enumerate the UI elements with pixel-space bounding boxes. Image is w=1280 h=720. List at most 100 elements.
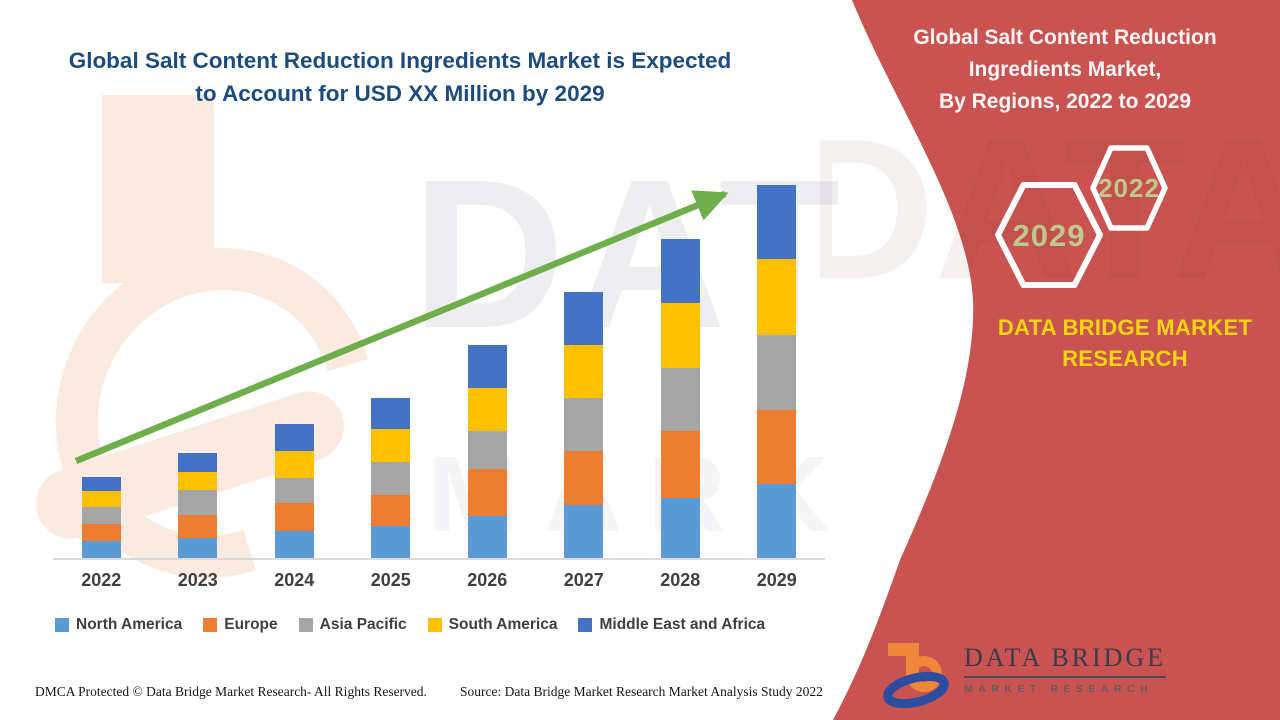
right-panel: DATA BRIDGE Global Salt Content Reductio… xyxy=(820,0,1280,720)
legend-label: Asia Pacific xyxy=(319,616,407,633)
legend-label: Middle East and Africa xyxy=(599,616,766,633)
hexagon-2022 xyxy=(1090,145,1168,231)
legend-label: South America xyxy=(448,616,558,633)
brand-text: DATA BRIDGE MARKET RESEARCH xyxy=(915,312,1280,374)
bar-segment-2029-middle-east-and-africa xyxy=(757,185,797,259)
brand-text-line1: DATA BRIDGE MARKET xyxy=(997,315,1253,340)
company-logo: DATA BRIDGE MARKET RESEARCH xyxy=(882,638,1167,712)
panel-title-line1: Global Salt Content Reduction xyxy=(913,26,1217,49)
bar-segment-2025-asia-pacific xyxy=(371,462,411,495)
x-axis-label-2025: 2025 xyxy=(370,570,411,590)
bar-segment-2025-middle-east-and-africa xyxy=(371,398,411,429)
legend-item-asia-pacific: Asia Pacific xyxy=(298,616,407,634)
bar-segment-2028-south-america xyxy=(660,303,700,368)
bar-segment-2027-middle-east-and-africa xyxy=(564,292,604,345)
stacked-bar-2026 xyxy=(467,345,507,558)
bar-segment-2023-north-america xyxy=(178,538,218,558)
company-logo-name: DATA BRIDGE xyxy=(964,643,1167,678)
legend-item-europe: Europe xyxy=(203,616,278,634)
bar-segment-2025-europe xyxy=(371,495,411,526)
bar-segment-2028-asia-pacific xyxy=(660,368,700,431)
x-axis-labels: 2022 2023 2024 2025 2026 2027 2028 2029 xyxy=(53,570,825,591)
brand-text-line2: RESEARCH xyxy=(1062,346,1188,371)
x-axis-label-2026: 2026 xyxy=(467,570,508,590)
stacked-bar-2025 xyxy=(371,398,411,558)
bar-segment-2027-europe xyxy=(564,451,604,505)
bar-slot-2025 xyxy=(343,165,440,558)
stacked-bar-2022 xyxy=(81,477,121,558)
bar-segment-2025-south-america xyxy=(371,429,411,462)
legend-swatch xyxy=(427,618,442,632)
chart-headline-line2: to Account for USD XX Million by 2029 xyxy=(195,81,605,106)
hexagon-2029 xyxy=(995,182,1103,288)
legend-swatch xyxy=(298,618,313,632)
bar-segment-2029-asia-pacific xyxy=(757,335,797,410)
legend-item-middle-east-and-africa: Middle East and Africa xyxy=(578,616,765,634)
stacked-bar-2023 xyxy=(178,453,218,558)
hexagon-2029-label: 2029 xyxy=(1013,218,1086,253)
panel-title-line3: By Regions, 2022 to 2029 xyxy=(938,90,1192,113)
x-axis-label-2027: 2027 xyxy=(563,570,604,590)
bar-segment-2024-europe xyxy=(274,503,314,531)
legend-swatch xyxy=(578,618,593,632)
x-axis-label-2029: 2029 xyxy=(756,570,797,590)
company-logo-text: DATA BRIDGE MARKET RESEARCH xyxy=(964,643,1167,695)
bar-segment-2024-middle-east-and-africa xyxy=(274,424,314,451)
stacked-bar-2029 xyxy=(757,185,797,558)
legend-item-south-america: South America xyxy=(427,616,558,634)
bar-segment-2029-europe xyxy=(757,410,797,484)
bar-segment-2027-north-america xyxy=(564,505,604,558)
bar-segment-2028-europe xyxy=(660,431,700,498)
bar-slot-2022 xyxy=(53,165,150,558)
chart-headline-line1: Global Salt Content Reduction Ingredient… xyxy=(68,48,732,73)
bar-segment-2026-south-america xyxy=(467,388,507,431)
x-axis-label-2028: 2028 xyxy=(660,570,701,590)
legend-swatch xyxy=(55,618,69,632)
x-axis-label-2024: 2024 xyxy=(274,570,315,590)
bar-segment-2026-europe xyxy=(467,469,507,516)
chart-headline: Global Salt Content Reduction Ingredient… xyxy=(40,44,760,110)
stacked-bar-chart xyxy=(53,165,825,560)
company-logo-tagline: MARKET RESEARCH xyxy=(964,682,1154,695)
stacked-bar-2028 xyxy=(660,239,700,558)
bar-segment-2026-middle-east-and-africa xyxy=(467,345,507,388)
bar-segment-2027-south-america xyxy=(564,345,604,398)
legend-label: North America xyxy=(76,616,183,633)
bar-slot-2024 xyxy=(246,165,343,558)
bar-segment-2024-south-america xyxy=(274,451,314,478)
bar-segment-2029-south-america xyxy=(757,259,797,335)
x-axis-label-2023: 2023 xyxy=(177,570,218,590)
stacked-bar-2024 xyxy=(274,424,314,558)
panel-title-line2: Ingredients Market, xyxy=(968,58,1162,81)
bar-slot-2027 xyxy=(536,165,633,558)
bar-segment-2026-asia-pacific xyxy=(467,431,507,469)
bar-segment-2025-north-america xyxy=(371,526,411,558)
red-panel-shape xyxy=(833,0,1280,720)
company-logo-icon xyxy=(883,643,949,709)
bar-segment-2028-middle-east-and-africa xyxy=(660,239,700,303)
legend-item-north-america: North America xyxy=(55,616,182,634)
x-axis-label-2022: 2022 xyxy=(81,570,122,590)
dmca-notice: DMCA Protected © Data Bridge Market Rese… xyxy=(35,684,427,699)
bar-segment-2024-north-america xyxy=(274,531,314,558)
bar-segment-2028-north-america xyxy=(660,498,700,558)
bar-segment-2022-middle-east-and-africa xyxy=(81,477,121,491)
left-section: DATA BRIDGE MARKET RESEARCH Global Salt … xyxy=(0,44,838,635)
bar-slot-2028 xyxy=(632,165,729,558)
year-hexagons: 2022 2029 xyxy=(995,145,1168,288)
watermark-text-red: DATA BRIDGE xyxy=(820,98,1280,321)
legend-swatch xyxy=(203,618,218,632)
hexagon-2022-label: 2022 xyxy=(1098,173,1160,203)
bar-segment-2022-south-america xyxy=(81,491,121,507)
bar-segment-2024-asia-pacific xyxy=(274,478,314,503)
bar-segment-2023-south-america xyxy=(178,472,218,490)
panel-title: Global Salt Content Reduction Ingredient… xyxy=(865,22,1265,118)
source-note: Source: Data Bridge Market Research Mark… xyxy=(460,684,823,699)
legend-label: Europe xyxy=(224,616,278,633)
bar-segment-2023-europe xyxy=(178,515,218,538)
bar-segment-2023-asia-pacific xyxy=(178,490,218,515)
bar-slot-2023 xyxy=(150,165,247,558)
bar-segment-2022-europe xyxy=(81,524,121,541)
chart-legend: North America Europe Asia Pacific South Ame… xyxy=(55,616,765,634)
bar-segment-2022-north-america xyxy=(81,541,121,558)
